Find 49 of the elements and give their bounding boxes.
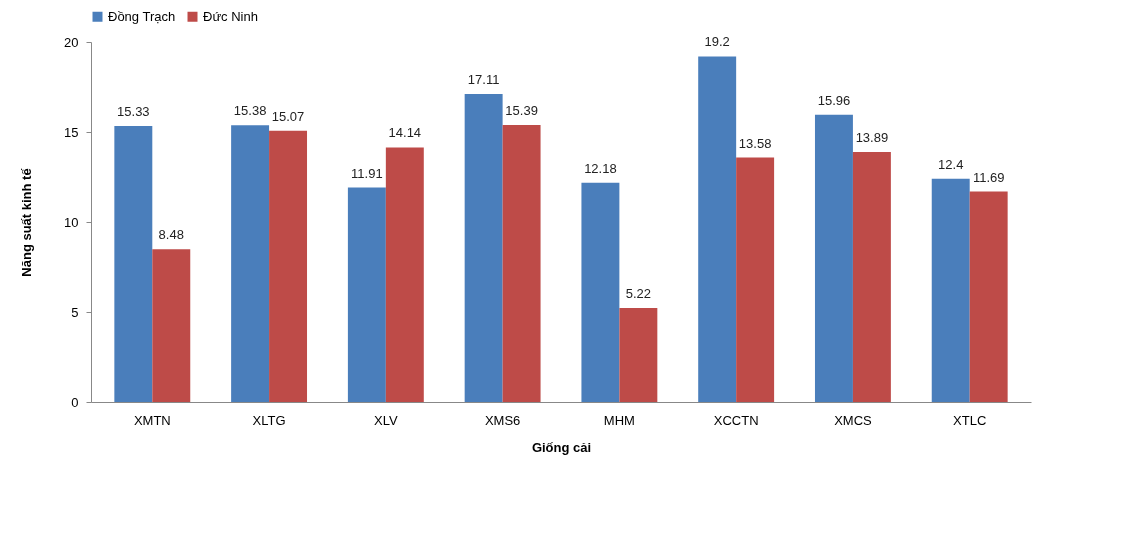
data-label: 15.38 [233, 103, 267, 119]
bar [464, 94, 503, 402]
y-tick-label: 20 [64, 34, 79, 50]
data-label: 11.91 [351, 165, 383, 181]
bar [502, 124, 541, 402]
data-label: 11.69 [972, 169, 1005, 185]
data-label: 19.2 [704, 34, 730, 50]
x-tick-label: XLV [374, 412, 398, 428]
y-tick-label: 5 [71, 304, 79, 320]
x-tick-label: XMTN [133, 412, 171, 428]
y-tick-label: 10 [64, 214, 79, 230]
legend-label: Đồng Trạch [108, 8, 176, 24]
data-label: 13.58 [738, 135, 772, 151]
bar [347, 187, 386, 402]
bar [698, 56, 737, 402]
data-label: 12.4 [938, 156, 964, 172]
bar [969, 191, 1008, 402]
y-axis-title: Năng suất kinh tế [19, 167, 35, 277]
x-tick-label: XLTG [252, 412, 286, 428]
data-label: 5.22 [625, 286, 652, 302]
data-label: 15.33 [117, 104, 150, 120]
data-label: 8.48 [158, 227, 184, 243]
y-tick-label: 15 [64, 124, 79, 140]
data-label: 17.11 [467, 72, 500, 88]
bar [931, 178, 970, 402]
bar [152, 249, 191, 402]
x-tick-label: XTLC [953, 412, 987, 428]
y-tick-label: 0 [71, 394, 79, 410]
data-label: 12.18 [584, 160, 617, 176]
bar [814, 114, 853, 402]
bar [269, 130, 308, 402]
data-label: 15.07 [271, 108, 305, 124]
bar [736, 157, 775, 402]
bar [385, 147, 424, 402]
bar [581, 182, 620, 402]
bar [852, 151, 891, 402]
bar [231, 125, 270, 402]
x-tick-label: XCCTN [713, 412, 759, 428]
data-label: 13.89 [855, 129, 889, 145]
bar [114, 126, 153, 402]
x-tick-label: XMS6 [484, 412, 521, 428]
data-label: 15.96 [817, 92, 851, 108]
data-label: 15.39 [505, 102, 538, 118]
legend-label: Đức Ninh [203, 8, 258, 24]
x-tick-label: XMCS [834, 412, 873, 428]
x-axis-title: Giống cải [531, 439, 592, 455]
data-label: 14.14 [388, 125, 422, 141]
bar [619, 308, 658, 402]
x-tick-label: MHM [603, 412, 635, 428]
